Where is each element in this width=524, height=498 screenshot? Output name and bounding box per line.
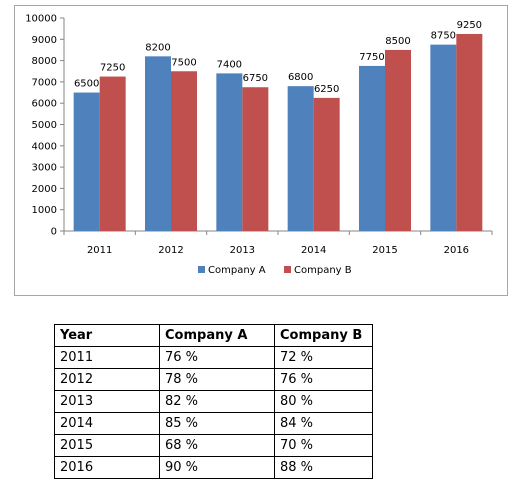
header-year: Year (54, 324, 160, 347)
table-cell: 2016 (54, 456, 160, 479)
table-header-row: Year Company A Company B (54, 324, 373, 347)
y-tick-label: 10000 (25, 14, 57, 25)
legend-swatch-company-a (198, 266, 205, 273)
table-cell: 88 % (274, 456, 373, 479)
x-tick-label: 2013 (230, 245, 255, 256)
header-company-a: Company A (159, 324, 275, 347)
y-tick-label: 3000 (32, 163, 57, 174)
y-tick-label: 7000 (32, 77, 57, 88)
table-cell: 68 % (159, 434, 275, 457)
bar-company-b (385, 49, 411, 232)
table-row: 2015 68 % 70 % (54, 434, 373, 457)
data-label: 7400 (217, 59, 242, 70)
y-tick-label: 9000 (32, 35, 57, 46)
x-tick-label: 2011 (87, 245, 112, 256)
y-tick-label: 8000 (32, 56, 57, 67)
table-row: 2014 85 % 84 % (54, 412, 373, 435)
bar-company-b (242, 87, 269, 231)
bar-company-a (145, 56, 171, 232)
y-tick-label: 4000 (32, 141, 57, 152)
bar-company-a (216, 73, 243, 231)
y-tick-label: 6000 (32, 99, 57, 110)
header-company-b: Company B (274, 324, 373, 347)
data-label: 8750 (431, 31, 456, 42)
bar-company-b (313, 97, 340, 231)
y-tick-label: 2000 (32, 184, 57, 195)
table-cell: 84 % (274, 412, 373, 435)
bar-company-a (359, 65, 385, 231)
table-cell: 82 % (159, 390, 275, 413)
y-tick-label: 1000 (32, 205, 57, 216)
data-label: 6800 (288, 72, 313, 83)
table-cell: 2011 (54, 346, 160, 369)
table-cell: 72 % (274, 346, 373, 369)
data-label: 8200 (145, 42, 170, 53)
x-tick-label: 2014 (301, 245, 326, 256)
bar-company-a (430, 44, 457, 231)
data-label: 7500 (171, 57, 196, 68)
table-cell: 2012 (54, 368, 160, 391)
y-tick-label: 5000 (32, 120, 57, 131)
table-cell: 78 % (159, 368, 275, 391)
table-cell: 76 % (274, 368, 373, 391)
table-row: 2011 76 % 72 % (54, 346, 373, 369)
table-row: 2013 82 % 80 % (54, 390, 373, 413)
table-cell: 85 % (159, 412, 275, 435)
legend-label: Company B (294, 265, 352, 276)
data-label: 6250 (314, 84, 339, 95)
table-cell: 80 % (274, 390, 373, 413)
table-cell: 2015 (54, 434, 160, 457)
x-tick-label: 2016 (444, 245, 469, 256)
table-cell: 2013 (54, 390, 160, 413)
x-tick-label: 2012 (158, 245, 183, 256)
data-label: 9250 (457, 20, 482, 31)
x-tick-label: 2015 (372, 245, 397, 256)
legend-label: Company A (208, 265, 266, 276)
data-label: 6750 (243, 73, 268, 84)
table-cell: 76 % (159, 346, 275, 369)
bar-company-a (287, 86, 314, 231)
table-cell: 70 % (274, 434, 373, 457)
bar-chart: 0 1000 2000 3000 4000 5000 6000 7000 8000 9000 100… (25, 14, 493, 276)
bar-company-b (99, 76, 126, 231)
y-tick-label: 0 (51, 227, 57, 238)
bar-company-b (171, 71, 197, 231)
data-label: 6500 (74, 79, 99, 90)
table-row: 2012 78 % 76 % (54, 368, 373, 391)
data-label: 8500 (385, 36, 410, 47)
chart-panel: 0 1000 2000 3000 4000 5000 6000 7000 8000 9000 100… (14, 5, 508, 296)
data-table: Year Company A Company B 2011 76 % 72 % … (54, 324, 373, 479)
table-cell: 90 % (159, 456, 275, 479)
table-row: 2016 90 % 88 % (54, 456, 373, 479)
table-cell: 2014 (54, 412, 160, 435)
data-label: 7250 (100, 63, 125, 74)
legend-swatch-company-b (284, 266, 291, 273)
data-label: 7750 (359, 52, 384, 63)
bar-company-b (456, 33, 483, 231)
bar-company-a (73, 92, 100, 231)
